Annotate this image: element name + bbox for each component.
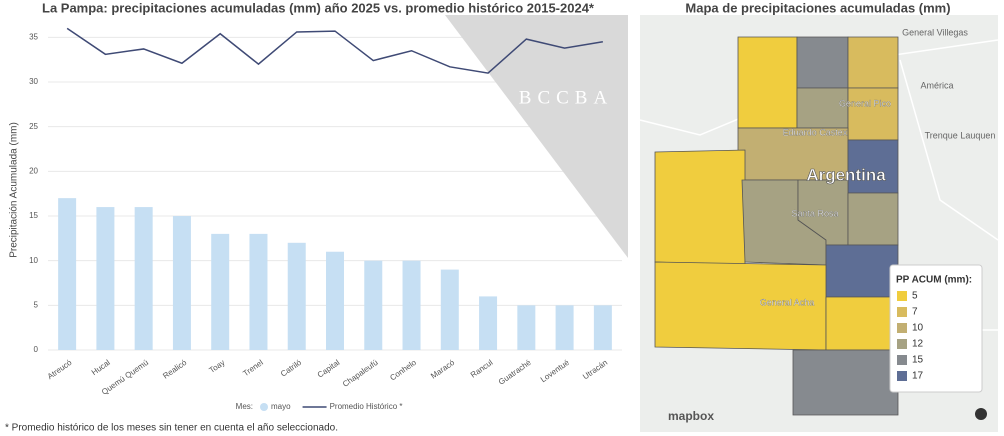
x-tick-label: Toay xyxy=(208,358,227,375)
x-tick-label: Capital xyxy=(316,358,342,380)
x-tick-label: Loventué xyxy=(539,358,572,385)
legend-swatch xyxy=(897,355,907,365)
place-label: General Villegas xyxy=(902,27,968,37)
bar xyxy=(402,260,421,350)
bar xyxy=(440,269,459,350)
bar xyxy=(479,296,498,350)
x-tick-label: Trenel xyxy=(241,358,265,378)
region xyxy=(792,349,899,416)
region xyxy=(737,36,798,129)
region xyxy=(797,179,849,246)
x-tick-label: Maracó xyxy=(429,358,456,381)
x-tick-label: Rancul xyxy=(469,358,495,380)
bar xyxy=(172,216,191,350)
legend-label: mayo xyxy=(271,402,291,411)
line xyxy=(66,27,603,74)
legend-label: 17 xyxy=(912,371,924,382)
map-title: Mapa de precipitaciones acumuladas (mm) xyxy=(685,0,950,15)
bar xyxy=(134,207,153,350)
info-button[interactable] xyxy=(975,408,987,420)
y-tick-label: 5 xyxy=(34,300,39,309)
place-label: Trenque Lauquen xyxy=(925,130,996,140)
bar xyxy=(249,233,268,350)
x-tick-label: Atreucó xyxy=(46,358,74,382)
legend-label: 5 xyxy=(912,291,918,302)
bar xyxy=(96,207,115,350)
legend-label: 10 xyxy=(912,323,924,334)
bar xyxy=(326,251,344,350)
map-attribution: mapbox xyxy=(668,409,714,423)
x-tick-label: Realicó xyxy=(161,358,188,381)
place-label: Argentina xyxy=(806,165,886,184)
region xyxy=(796,36,849,89)
y-tick-label: 25 xyxy=(29,122,38,131)
y-tick-label: 30 xyxy=(29,77,38,86)
watermark: BCCBA xyxy=(519,87,613,108)
x-tick-label: Guatraché xyxy=(497,358,533,387)
place-label: General Pico xyxy=(839,98,891,108)
region xyxy=(847,192,899,246)
legend-label: Promedio Histórico * xyxy=(330,402,403,411)
bar xyxy=(364,260,383,350)
y-tick-label: 0 xyxy=(34,345,39,354)
region xyxy=(825,296,899,351)
region xyxy=(847,87,899,141)
x-tick-label: Utracán xyxy=(581,358,609,381)
legend-label: 15 xyxy=(912,355,924,366)
place-label: Eduardo Castex xyxy=(783,127,848,137)
chart-title: La Pampa: precipitaciones acumuladas (mm… xyxy=(42,0,595,15)
bar xyxy=(555,305,574,350)
map-legend-title: PP ACUM (mm): xyxy=(896,275,972,286)
bar xyxy=(593,305,612,350)
place-label: Santa Rosa xyxy=(791,208,838,218)
bar xyxy=(517,305,536,350)
map: Mapa de precipitaciones acumuladas (mm) … xyxy=(639,0,999,432)
legend-marker xyxy=(260,403,268,411)
place-label: General Acha xyxy=(760,297,815,307)
region xyxy=(654,149,746,266)
x-tick-label: Catriló xyxy=(279,358,304,379)
y-tick-label: 10 xyxy=(29,256,38,265)
y-tick-label: 15 xyxy=(29,211,38,220)
legend-swatch xyxy=(897,371,907,381)
region xyxy=(847,36,899,89)
watermark-shape xyxy=(445,15,628,258)
map-legend xyxy=(889,264,983,393)
bar xyxy=(287,242,306,350)
bar xyxy=(58,198,77,350)
region xyxy=(825,244,899,298)
legend-label: 12 xyxy=(912,339,924,350)
legend-title: Mes: xyxy=(236,402,253,411)
legend-swatch xyxy=(897,307,907,317)
legend-label: 7 xyxy=(912,307,918,318)
place-label: América xyxy=(920,80,953,90)
legend-swatch xyxy=(897,291,907,301)
x-tick-label: Chapaleufú xyxy=(341,358,380,389)
bar xyxy=(211,233,230,350)
y-axis-label: Precipitación Acumulada (mm) xyxy=(9,122,20,258)
legend-swatch xyxy=(897,339,907,349)
x-tick-label: Hucal xyxy=(90,358,112,377)
x-tick-label: Conhelo xyxy=(388,358,418,383)
y-tick-label: 20 xyxy=(29,166,38,175)
footnote: * Promedio histórico de los meses sin te… xyxy=(5,423,338,434)
y-tick-label: 35 xyxy=(29,32,38,41)
legend-swatch xyxy=(897,323,907,333)
